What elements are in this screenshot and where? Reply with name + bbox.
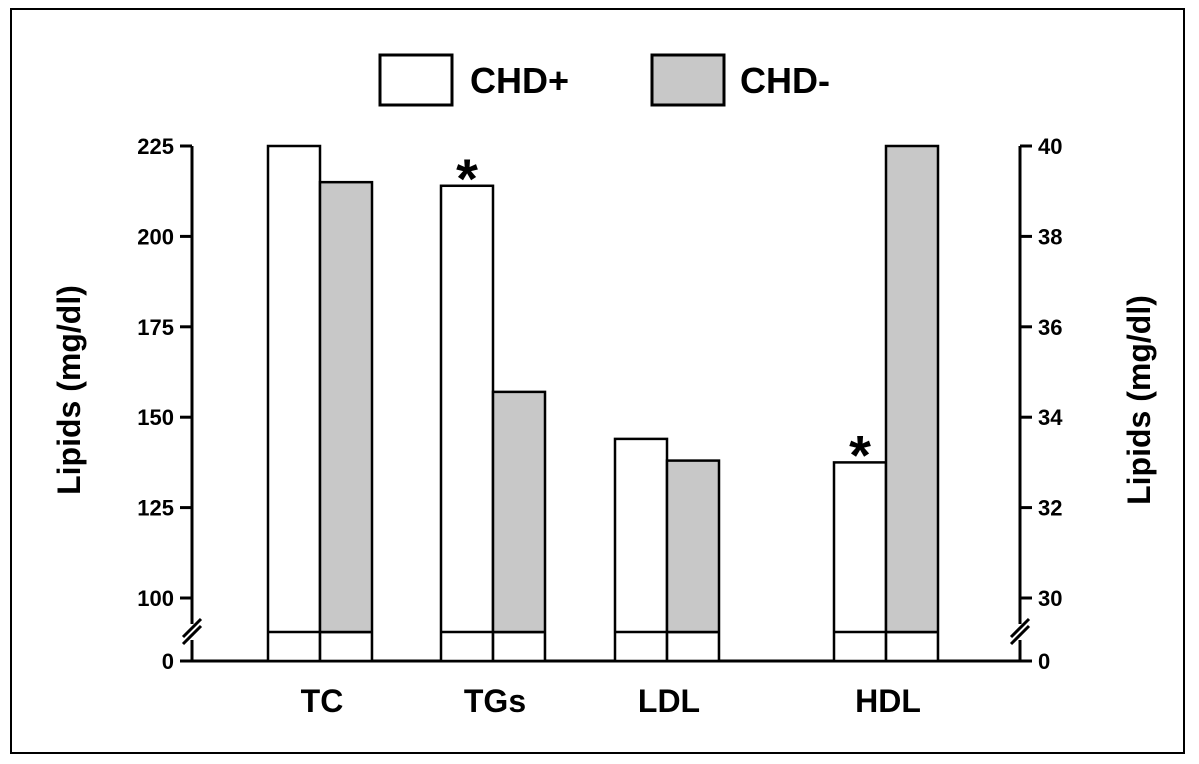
bar-break-segment (668, 634, 718, 660)
left-axis-tick-label: 200 (137, 224, 174, 249)
category-label-hdl: HDL (855, 683, 921, 719)
category-labels: TC TGs LDL HDL (301, 683, 921, 719)
legend-label-chd-plus: CHD+ (470, 60, 569, 101)
bar-break-segment (835, 634, 885, 660)
left-axis-tick-label: 175 (137, 315, 174, 340)
right-axis-tick-label: 36 (1038, 315, 1062, 340)
category-label-tgs: TGs (464, 683, 526, 719)
bar-tgs-chd-plus (439, 184, 495, 663)
bar-break-segment (494, 634, 544, 660)
bars (266, 144, 940, 663)
significance-star: * (456, 147, 478, 210)
bar-hdl-chd-minus (884, 144, 940, 663)
legend-swatch-chd-minus (650, 53, 726, 107)
left-axis-break-mark (181, 624, 203, 646)
right-axis-zero-label: 0 (1038, 649, 1050, 674)
left-axis: 225 200 175 150 125 100 0 (137, 134, 1020, 674)
left-axis-title: Lipids (mg/dl) (51, 285, 87, 495)
significance-markers: ** (456, 147, 871, 487)
chart-frame (10, 8, 1185, 754)
right-axis-break-mark (1009, 624, 1031, 646)
bar-break-segment (321, 634, 371, 660)
right-axis-tick-label: 38 (1038, 224, 1062, 249)
legend-label-chd-minus: CHD- (740, 60, 830, 101)
bar-ldl-chd-plus (613, 437, 669, 663)
bar-break-segment (269, 634, 319, 660)
left-axis-tick-label: 100 (137, 586, 174, 611)
right-axis: 40 38 36 34 32 30 0 (1009, 134, 1063, 674)
right-axis-tick-label: 32 (1038, 496, 1062, 521)
category-label-tc: TC (301, 683, 344, 719)
bar-break-segment (887, 634, 937, 660)
bar-tc-chd-minus (318, 180, 374, 663)
left-axis-tick-label: 125 (137, 496, 174, 521)
bar-break-segment (442, 634, 492, 660)
bar-hdl-chd-plus (832, 461, 888, 663)
right-axis-break-mark (1009, 617, 1031, 639)
legend: CHD+ CHD- (378, 53, 830, 107)
left-axis-tick-label: 150 (137, 405, 174, 430)
bar-ldl-chd-minus (665, 459, 721, 663)
left-axis-break-mark (181, 617, 203, 639)
left-axis-tick-label: 225 (137, 134, 174, 159)
left-axis-zero-label: 0 (162, 649, 174, 674)
significance-star: * (849, 423, 871, 486)
right-axis-tick-label: 40 (1038, 134, 1062, 159)
category-label-ldl: LDL (638, 683, 700, 719)
legend-swatch-chd-plus (378, 53, 454, 107)
right-axis-title: Lipids (mg/dl) (1121, 295, 1157, 505)
bar-break-segment (616, 634, 666, 660)
bar-tgs-chd-minus (491, 390, 547, 663)
right-axis-tick-label: 34 (1038, 405, 1063, 430)
bar-tc-chd-plus (266, 144, 322, 663)
right-axis-tick-label: 30 (1038, 586, 1062, 611)
